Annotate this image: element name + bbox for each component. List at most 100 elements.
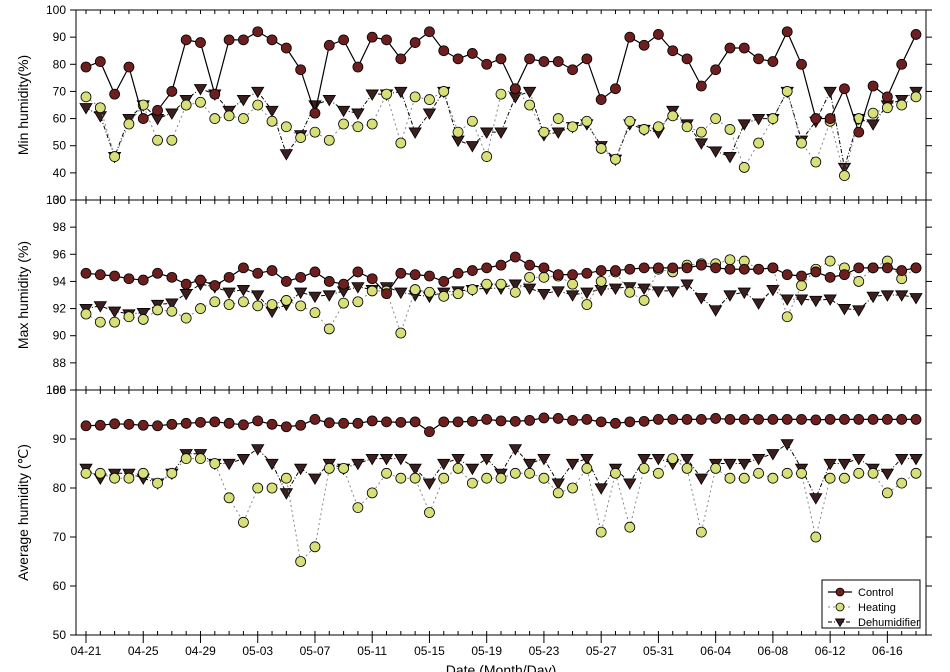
marker-heating (467, 285, 477, 295)
marker-control (253, 268, 263, 278)
marker-control (768, 57, 778, 67)
marker-heating (410, 473, 420, 483)
marker-heating (754, 138, 764, 148)
marker-control (310, 414, 320, 424)
marker-control (167, 419, 177, 429)
marker-heating (181, 313, 191, 323)
marker-control (339, 35, 349, 45)
marker-control (882, 414, 892, 424)
marker-heating (911, 468, 921, 478)
marker-heating (396, 473, 406, 483)
marker-dehumidifier (352, 459, 364, 469)
marker-dehumidifier (452, 136, 464, 146)
marker-heating (195, 97, 205, 107)
marker-dehumidifier (538, 454, 550, 464)
marker-control (525, 415, 535, 425)
marker-control (682, 263, 692, 273)
marker-control (238, 263, 248, 273)
legend-label-heating: Heating (858, 602, 896, 614)
marker-heating (367, 488, 377, 498)
marker-heating (81, 309, 91, 319)
marker-heating (210, 459, 220, 469)
marker-control (238, 35, 248, 45)
marker-heating (253, 301, 263, 311)
marker-heating (725, 124, 735, 134)
marker-control (353, 62, 363, 72)
marker-heating (797, 138, 807, 148)
marker-control (768, 414, 778, 424)
y-axis-label: Max humidity (%) (15, 241, 31, 349)
marker-dehumidifier (853, 306, 865, 316)
marker-control (868, 414, 878, 424)
marker-control (839, 414, 849, 424)
marker-control (496, 54, 506, 64)
marker-control (582, 268, 592, 278)
marker-heating (568, 483, 578, 493)
marker-control (267, 419, 277, 429)
marker-control (396, 417, 406, 427)
marker-control (639, 40, 649, 50)
marker-control (897, 266, 907, 276)
marker-heating (424, 508, 434, 518)
marker-heating (238, 114, 248, 124)
marker-control (625, 32, 635, 42)
marker-control (224, 418, 234, 428)
marker-control (668, 46, 678, 56)
marker-heating (181, 454, 191, 464)
marker-control (339, 279, 349, 289)
marker-control (510, 84, 520, 94)
marker-heating (138, 314, 148, 324)
marker-control (539, 57, 549, 67)
marker-heating (310, 308, 320, 318)
marker-control (739, 414, 749, 424)
marker-control (110, 89, 120, 99)
marker-control (754, 414, 764, 424)
y-tick-label: 70 (53, 84, 67, 98)
marker-heating (124, 119, 134, 129)
marker-heating (625, 116, 635, 126)
marker-dehumidifier (423, 109, 435, 119)
marker-heating (582, 116, 592, 126)
marker-control (281, 422, 291, 432)
marker-control (324, 276, 334, 286)
marker-control (110, 271, 120, 281)
marker-control (367, 32, 377, 42)
marker-heating (496, 279, 506, 289)
marker-control (153, 421, 163, 431)
marker-control (339, 418, 349, 428)
marker-heating (310, 542, 320, 552)
marker-heating (568, 279, 578, 289)
marker-dehumidifier (266, 106, 278, 116)
marker-control (625, 264, 635, 274)
marker-dehumidifier (166, 109, 178, 119)
marker-dehumidifier (223, 288, 235, 298)
marker-control (124, 274, 134, 284)
marker-control (797, 414, 807, 424)
marker-heating (324, 135, 334, 145)
marker-heating (424, 95, 434, 105)
marker-control (582, 414, 592, 424)
marker-control (482, 414, 492, 424)
y-tick-label: 100 (46, 383, 66, 397)
y-axis-label: Average humidity (℃) (15, 444, 31, 581)
marker-heating (825, 256, 835, 266)
marker-control (696, 414, 706, 424)
marker-dehumidifier (509, 445, 521, 455)
marker-control (224, 272, 234, 282)
marker-heating (124, 473, 134, 483)
marker-control (310, 267, 320, 277)
marker-control (754, 54, 764, 64)
marker-control (596, 417, 606, 427)
marker-heating (596, 276, 606, 286)
marker-control (897, 414, 907, 424)
marker-control (725, 264, 735, 274)
marker-control (668, 414, 678, 424)
marker-heating (610, 154, 620, 164)
marker-heating (339, 298, 349, 308)
marker-control (210, 281, 220, 291)
marker-heating (467, 116, 477, 126)
marker-heating (396, 328, 406, 338)
marker-dehumidifier (409, 128, 421, 138)
marker-control (782, 270, 792, 280)
marker-heating (682, 122, 692, 132)
